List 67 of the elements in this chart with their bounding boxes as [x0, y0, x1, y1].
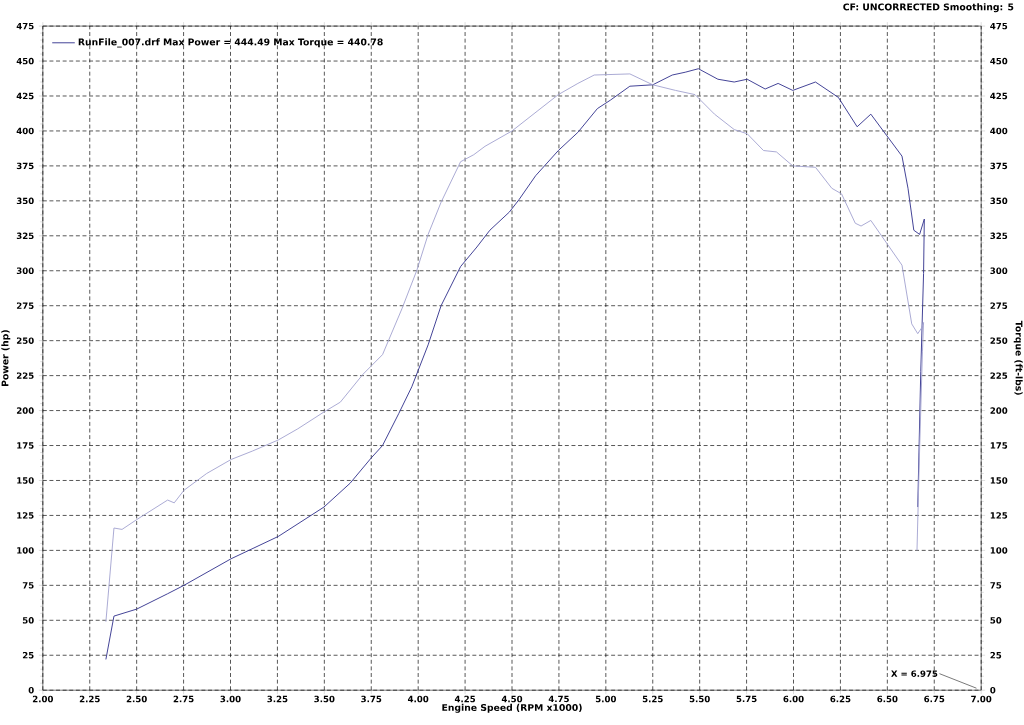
- y2-axis-title: Torque (ft-lbs): [1013, 321, 1023, 395]
- x-tick-label: 4.00: [407, 695, 429, 703]
- x-tick-label: 6.50: [877, 695, 898, 703]
- x-tick-label: 2.50: [126, 695, 147, 703]
- y2-tick-label: 475: [990, 23, 1008, 30]
- annotation: X = 6.975: [891, 670, 938, 678]
- y2-tick-label: 125: [990, 512, 1008, 519]
- x-tick-label: 4.75: [548, 695, 569, 703]
- x-tick-label: 3.00: [220, 695, 241, 703]
- y-tick-label: 50: [22, 617, 34, 624]
- x-tick-label: 4.25: [454, 695, 476, 703]
- y2-tick-label: 250: [990, 337, 1008, 345]
- x-tick-label: 2.00: [32, 695, 54, 703]
- x-tick-label: 7.00: [971, 695, 992, 703]
- x-tick-label: 2.75: [173, 695, 194, 703]
- x-tick-label: 5.00: [595, 695, 617, 703]
- x-tick-label: 5.25: [642, 695, 663, 703]
- y2-tick-label: 375: [990, 162, 1008, 170]
- y-tick-label: 125: [17, 512, 34, 519]
- y2-tick-label: 25: [990, 652, 1002, 659]
- x-tick-label: 6.00: [783, 695, 804, 703]
- y2-tick-label: 400: [990, 127, 1008, 135]
- y2-tick-label: 200: [990, 407, 1008, 415]
- x-axis-title: Engine Speed (RPM x1000): [442, 704, 582, 714]
- y2-tick-label: 350: [990, 197, 1008, 205]
- legend-label: RunFile_007.drf Max Power = 444.49 Max Torque = 440.78: [78, 38, 383, 48]
- y2-tick-label: 175: [990, 442, 1008, 449]
- x-tick-label: 3.75: [361, 695, 382, 703]
- y-tick-label: 25: [22, 652, 34, 659]
- y2-tick-label: 425: [990, 92, 1008, 100]
- y2-tick-label: 75: [990, 582, 1002, 589]
- y-tick-label: 325: [16, 232, 34, 240]
- y-tick-label: 450: [16, 58, 34, 65]
- y-tick-label: 150: [17, 477, 34, 484]
- y-tick-label: 400: [16, 127, 34, 135]
- y2-tick-label: 300: [990, 267, 1008, 275]
- y-tick-label: 475: [16, 23, 34, 30]
- y-tick-label: 200: [16, 407, 34, 415]
- y2-tick-label: 225: [990, 372, 1008, 380]
- text: CF: UNCORRECTED Smoothing: 5: [843, 3, 1014, 13]
- y-axis-title: Power (hp): [1, 330, 11, 387]
- y2-tick-label: 325: [990, 232, 1008, 240]
- y-tick-label: 75: [22, 582, 34, 589]
- x-tick-label: 6.75: [924, 695, 945, 703]
- y2-tick-label: 275: [990, 302, 1008, 310]
- y2-tick-label: 50: [990, 617, 1002, 624]
- y2-tick-label: 0: [990, 687, 996, 694]
- y-tick-label: 250: [16, 337, 34, 345]
- y2-tick-label: 450: [990, 58, 1008, 65]
- y-tick-label: 100: [17, 547, 34, 554]
- y-tick-label: 225: [16, 372, 34, 380]
- x-tick-label: 3.50: [314, 695, 335, 703]
- x-tick-label: 2.25: [79, 695, 100, 703]
- y-tick-label: 300: [16, 267, 34, 275]
- x-tick-label: 5.75: [736, 695, 757, 703]
- y-tick-label: 350: [16, 197, 34, 205]
- y-tick-label: 375: [16, 162, 34, 170]
- x-tick-label: 6.25: [830, 695, 851, 703]
- y-tick-label: 275: [16, 302, 34, 310]
- y-tick-label: 175: [17, 442, 34, 449]
- y2-tick-label: 150: [990, 477, 1008, 484]
- x-tick-label: 3.25: [267, 695, 288, 703]
- y-tick-label: 425: [16, 92, 34, 100]
- y2-tick-label: 100: [990, 547, 1008, 554]
- x-tick-label: 4.50: [501, 695, 523, 703]
- x-tick-label: 5.50: [689, 695, 710, 703]
- y-tick-label: 0: [28, 687, 34, 694]
